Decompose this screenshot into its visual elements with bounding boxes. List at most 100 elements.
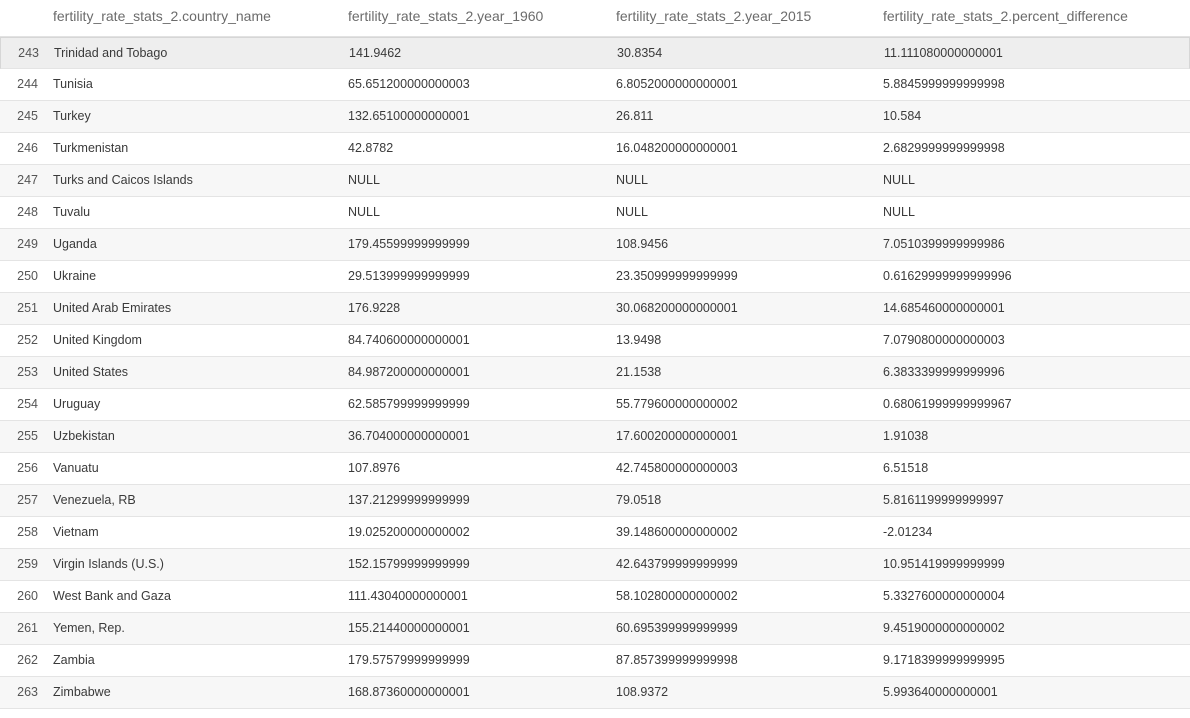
- cell-year-2015[interactable]: 23.350999999999999: [616, 269, 738, 283]
- table-row[interactable]: 244 Tunisia 65.651200000000003 6.8052000000…: [0, 69, 1190, 101]
- cell-country-name[interactable]: Virgin Islands (U.S.): [53, 557, 164, 571]
- table-row[interactable]: 252 United Kingdom 84.740600000000001 13.94…: [0, 325, 1190, 357]
- table-row[interactable]: 262 Zambia 179.57579999999999 87.8573999999…: [0, 645, 1190, 677]
- cell-percent-difference[interactable]: NULL: [883, 173, 915, 187]
- table-row[interactable]: 243 Trinidad and Tobago 141.9462 30.8354 11.…: [0, 37, 1190, 69]
- table-row[interactable]: 251 United Arab Emirates 176.9228 30.068200…: [0, 293, 1190, 325]
- cell-year-1960[interactable]: 155.21440000000001: [348, 621, 470, 635]
- cell-year-1960[interactable]: 36.704000000000001: [348, 429, 470, 443]
- row-index[interactable]: 263: [17, 685, 38, 699]
- cell-country-name[interactable]: Turks and Caicos Islands: [53, 173, 193, 187]
- row-index[interactable]: 245: [17, 109, 38, 123]
- cell-year-2015[interactable]: 42.745800000000003: [616, 461, 738, 475]
- cell-percent-difference[interactable]: 10.951419999999999: [883, 557, 1005, 571]
- row-index[interactable]: 262: [17, 653, 38, 667]
- cell-percent-difference[interactable]: 11.111080000000001: [884, 46, 1003, 60]
- row-index[interactable]: 258: [17, 525, 38, 539]
- table-row[interactable]: 253 United States 84.987200000000001 21.153…: [0, 357, 1190, 389]
- cell-year-1960[interactable]: 42.8782: [348, 141, 394, 155]
- cell-country-name[interactable]: United Arab Emirates: [53, 301, 172, 315]
- table-row[interactable]: 259 Virgin Islands (U.S.) 152.157999999999…: [0, 549, 1190, 581]
- cell-year-2015[interactable]: NULL: [616, 173, 648, 187]
- cell-percent-difference[interactable]: 9.4519000000000002: [883, 621, 1005, 635]
- row-index[interactable]: 253: [17, 365, 38, 379]
- cell-year-2015[interactable]: 108.9372: [616, 685, 669, 699]
- row-index[interactable]: 248: [17, 205, 38, 219]
- cell-year-1960[interactable]: 168.87360000000001: [348, 685, 470, 699]
- cell-country-name[interactable]: Venezuela, RB: [53, 493, 136, 507]
- cell-year-2015[interactable]: 26.811: [616, 109, 654, 123]
- table-row[interactable]: 257 Venezuela, RB 137.21299999999999 79.051…: [0, 485, 1190, 517]
- cell-country-name[interactable]: Turkey: [53, 109, 91, 123]
- cell-percent-difference[interactable]: 6.51518: [883, 461, 929, 475]
- cell-percent-difference[interactable]: 2.6829999999999998: [883, 141, 1005, 155]
- table-row[interactable]: 255 Uzbekistan 36.704000000000001 17.600200…: [0, 421, 1190, 453]
- cell-year-2015[interactable]: 30.8354: [617, 46, 663, 60]
- column-header-percent-difference[interactable]: fertility_rate_stats_2.percent_differenc…: [883, 8, 1128, 24]
- cell-year-1960[interactable]: 179.57579999999999: [348, 653, 470, 667]
- table-row[interactable]: 254 Uruguay 62.585799999999999 55.779600000…: [0, 389, 1190, 421]
- cell-year-1960[interactable]: 19.025200000000002: [348, 525, 470, 539]
- table-row[interactable]: 261 Yemen, Rep. 155.21440000000001 60.69539…: [0, 613, 1190, 645]
- cell-year-2015[interactable]: 60.695399999999999: [616, 621, 738, 635]
- cell-year-2015[interactable]: 39.148600000000002: [616, 525, 738, 539]
- row-index[interactable]: 260: [17, 589, 38, 603]
- cell-year-1960[interactable]: 179.45599999999999: [348, 237, 470, 251]
- cell-country-name[interactable]: Tunisia: [53, 77, 93, 91]
- cell-percent-difference[interactable]: 5.3327600000000004: [883, 589, 1005, 603]
- cell-percent-difference[interactable]: 14.685460000000001: [883, 301, 1005, 315]
- cell-country-name[interactable]: Yemen, Rep.: [53, 621, 125, 635]
- row-index[interactable]: 261: [17, 621, 38, 635]
- row-index[interactable]: 256: [17, 461, 38, 475]
- cell-year-2015[interactable]: 16.048200000000001: [616, 141, 738, 155]
- table-row[interactable]: 256 Vanuatu 107.8976 42.745800000000003 6.51…: [0, 453, 1190, 485]
- table-row[interactable]: 249 Uganda 179.45599999999999 108.9456 7.051…: [0, 229, 1190, 261]
- cell-year-1960[interactable]: NULL: [348, 173, 380, 187]
- cell-year-2015[interactable]: 55.779600000000002: [616, 397, 738, 411]
- cell-year-1960[interactable]: 29.513999999999999: [348, 269, 470, 283]
- table-row[interactable]: 245 Turkey 132.65100000000001 26.811 10.584: [0, 101, 1190, 133]
- cell-year-2015[interactable]: 30.068200000000001: [616, 301, 738, 315]
- cell-percent-difference[interactable]: NULL: [883, 205, 915, 219]
- cell-year-2015[interactable]: 58.102800000000002: [616, 589, 738, 603]
- row-index[interactable]: 257: [17, 493, 38, 507]
- cell-year-2015[interactable]: 108.9456: [616, 237, 669, 251]
- table-row[interactable]: 250 Ukraine 29.513999999999999 23.350999999…: [0, 261, 1190, 293]
- column-header-year-2015[interactable]: fertility_rate_stats_2.year_2015: [616, 8, 812, 24]
- cell-country-name[interactable]: United Kingdom: [53, 333, 142, 347]
- cell-percent-difference[interactable]: 0.68061999999999967: [883, 397, 1012, 411]
- cell-percent-difference[interactable]: 7.0510399999999986: [883, 237, 1005, 251]
- cell-year-2015[interactable]: 42.643799999999999: [616, 557, 738, 571]
- cell-year-1960[interactable]: NULL: [348, 205, 380, 219]
- cell-country-name[interactable]: Trinidad and Tobago: [54, 46, 168, 60]
- table-row[interactable]: 246 Turkmenistan 42.8782 16.048200000000001…: [0, 133, 1190, 165]
- column-header-year-1960[interactable]: fertility_rate_stats_2.year_1960: [348, 8, 544, 24]
- cell-year-1960[interactable]: 137.21299999999999: [348, 493, 470, 507]
- cell-year-1960[interactable]: 132.65100000000001: [348, 109, 470, 123]
- cell-country-name[interactable]: Vanuatu: [53, 461, 99, 475]
- cell-year-2015[interactable]: 17.600200000000001: [616, 429, 738, 443]
- cell-country-name[interactable]: Uganda: [53, 237, 97, 251]
- cell-year-1960[interactable]: 84.740600000000001: [348, 333, 470, 347]
- table-row[interactable]: 260 West Bank and Gaza 111.43040000000001 5…: [0, 581, 1190, 613]
- cell-year-1960[interactable]: 84.987200000000001: [348, 365, 470, 379]
- cell-country-name[interactable]: Zambia: [53, 653, 95, 667]
- cell-year-1960[interactable]: 111.43040000000001: [348, 589, 468, 603]
- row-index[interactable]: 247: [17, 173, 38, 187]
- cell-year-2015[interactable]: 79.0518: [616, 493, 662, 507]
- cell-year-1960[interactable]: 141.9462: [349, 46, 402, 60]
- cell-year-1960[interactable]: 65.651200000000003: [348, 77, 470, 91]
- row-index[interactable]: 252: [17, 333, 38, 347]
- cell-year-1960[interactable]: 176.9228: [348, 301, 401, 315]
- cell-year-1960[interactable]: 107.8976: [348, 461, 401, 475]
- row-index[interactable]: 255: [17, 429, 38, 443]
- cell-percent-difference[interactable]: 5.8161199999999997: [883, 493, 1004, 507]
- cell-country-name[interactable]: United States: [53, 365, 129, 379]
- cell-year-2015[interactable]: 6.8052000000000001: [616, 77, 738, 91]
- cell-year-1960[interactable]: 62.585799999999999: [348, 397, 470, 411]
- cell-country-name[interactable]: Ukraine: [53, 269, 97, 283]
- cell-percent-difference[interactable]: 0.61629999999999996: [883, 269, 1012, 283]
- cell-year-2015[interactable]: NULL: [616, 205, 648, 219]
- table-row[interactable]: 248 Tuvalu NULL NULL NULL: [0, 197, 1190, 229]
- cell-country-name[interactable]: Vietnam: [53, 525, 99, 539]
